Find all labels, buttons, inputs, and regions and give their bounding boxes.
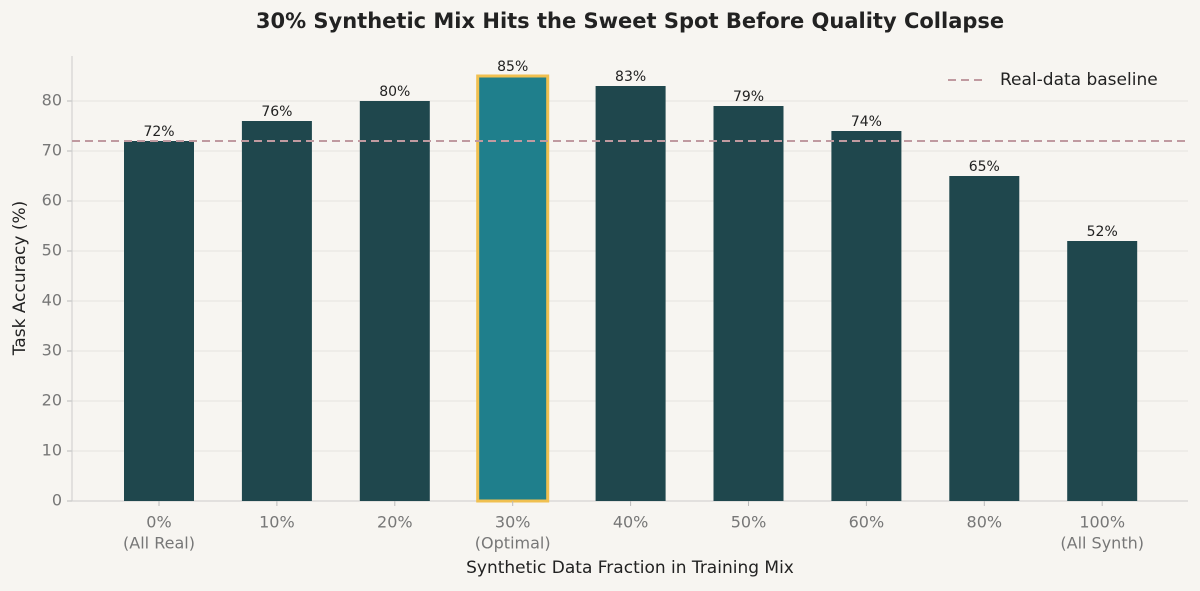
- x-tick-label: 30%: [495, 513, 531, 532]
- x-tick-label: 40%: [613, 513, 649, 532]
- bar: [1067, 241, 1138, 501]
- y-tick-label: 80: [42, 91, 62, 110]
- x-tick-sublabel: (All Real): [123, 534, 195, 553]
- value-label: 65%: [969, 159, 1000, 175]
- y-axis-label: Task Accuracy (%): [10, 201, 30, 357]
- x-tick-label: 10%: [259, 513, 295, 532]
- value-label: 52%: [1087, 224, 1118, 240]
- x-tick-sublabel: (All Synth): [1060, 534, 1144, 553]
- legend-label: Real-data baseline: [1000, 70, 1158, 90]
- x-tick-label: 80%: [967, 513, 1003, 532]
- bar: [476, 74, 550, 503]
- y-tick-label: 30: [42, 341, 62, 360]
- bar: [949, 176, 1020, 501]
- y-tick-label: 60: [42, 191, 62, 210]
- y-tick-label: 50: [42, 241, 62, 260]
- x-tick-label: 50%: [731, 513, 767, 532]
- bar: [595, 86, 666, 501]
- value-label: 74%: [851, 114, 882, 130]
- chart-title: 30% Synthetic Mix Hits the Sweet Spot Be…: [256, 9, 1004, 33]
- value-label: 72%: [143, 124, 174, 140]
- bar: [359, 101, 430, 501]
- y-tick-label: 0: [52, 491, 62, 510]
- x-tick-label: 20%: [377, 513, 413, 532]
- y-tick-label: 20: [42, 391, 62, 410]
- value-label: 83%: [615, 69, 646, 85]
- y-tick-label: 10: [42, 441, 62, 460]
- x-tick-sublabel: (Optimal): [475, 534, 551, 553]
- x-tick-label: 0%: [146, 513, 171, 532]
- x-axis-label: Synthetic Data Fraction in Training Mix: [466, 558, 794, 578]
- bar: [241, 121, 312, 501]
- bar: [831, 131, 902, 501]
- y-tick-label: 40: [42, 291, 62, 310]
- value-label: 76%: [261, 104, 292, 120]
- y-tick-label: 70: [42, 141, 62, 160]
- x-tick-label: 60%: [849, 513, 885, 532]
- value-label: 80%: [379, 84, 410, 100]
- value-label: 85%: [497, 59, 528, 75]
- value-label: 79%: [733, 89, 764, 105]
- bar: [124, 141, 194, 501]
- bar: [713, 106, 784, 501]
- x-tick-label: 100%: [1079, 513, 1125, 532]
